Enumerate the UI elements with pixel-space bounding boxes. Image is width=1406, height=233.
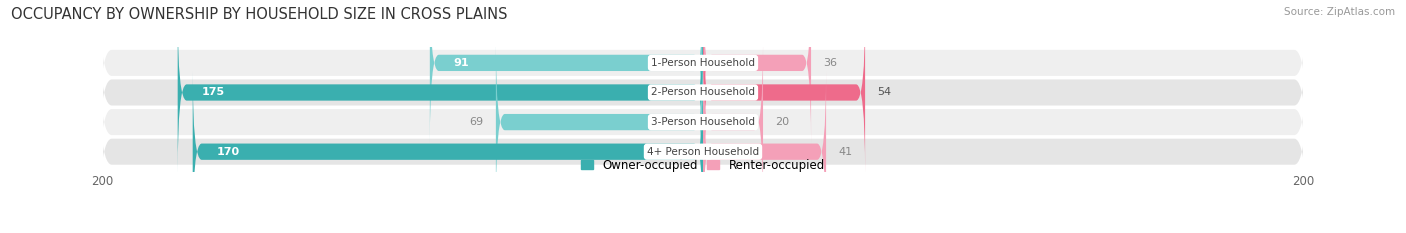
FancyBboxPatch shape — [177, 12, 703, 173]
FancyBboxPatch shape — [703, 0, 811, 144]
FancyBboxPatch shape — [97, 17, 1309, 233]
FancyBboxPatch shape — [193, 71, 703, 232]
Text: 36: 36 — [823, 58, 837, 68]
Text: 170: 170 — [217, 147, 240, 157]
FancyBboxPatch shape — [97, 0, 1309, 233]
Text: OCCUPANCY BY OWNERSHIP BY HOUSEHOLD SIZE IN CROSS PLAINS: OCCUPANCY BY OWNERSHIP BY HOUSEHOLD SIZE… — [11, 7, 508, 22]
Text: 4+ Person Household: 4+ Person Household — [647, 147, 759, 157]
Text: 20: 20 — [775, 117, 789, 127]
FancyBboxPatch shape — [703, 41, 763, 203]
Legend: Owner-occupied, Renter-occupied: Owner-occupied, Renter-occupied — [576, 154, 830, 177]
Text: 175: 175 — [201, 87, 225, 97]
Text: 3-Person Household: 3-Person Household — [651, 117, 755, 127]
FancyBboxPatch shape — [496, 41, 703, 203]
Text: 1-Person Household: 1-Person Household — [651, 58, 755, 68]
FancyBboxPatch shape — [97, 0, 1309, 227]
Text: 69: 69 — [470, 117, 484, 127]
Text: 2-Person Household: 2-Person Household — [651, 87, 755, 97]
Text: Source: ZipAtlas.com: Source: ZipAtlas.com — [1284, 7, 1395, 17]
FancyBboxPatch shape — [430, 0, 703, 144]
FancyBboxPatch shape — [97, 0, 1309, 198]
FancyBboxPatch shape — [703, 12, 865, 173]
FancyBboxPatch shape — [703, 71, 827, 232]
Text: 54: 54 — [877, 87, 891, 97]
Text: 41: 41 — [838, 147, 852, 157]
Text: 91: 91 — [454, 58, 470, 68]
